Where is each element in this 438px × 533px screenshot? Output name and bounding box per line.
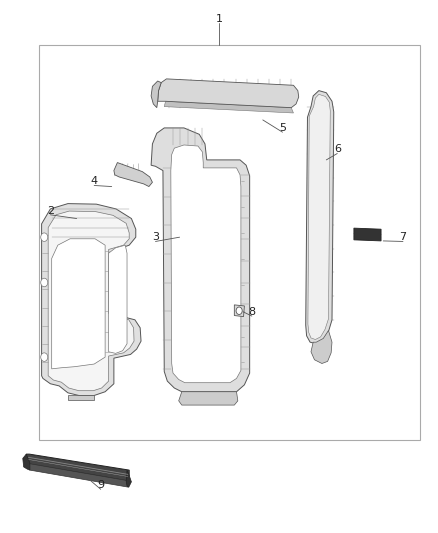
- Polygon shape: [179, 392, 238, 405]
- Polygon shape: [42, 204, 141, 395]
- Polygon shape: [306, 91, 334, 344]
- Polygon shape: [26, 454, 129, 481]
- Polygon shape: [114, 163, 152, 187]
- Polygon shape: [158, 79, 299, 108]
- Polygon shape: [48, 211, 134, 391]
- Circle shape: [41, 278, 48, 287]
- Polygon shape: [126, 470, 131, 487]
- Text: 8: 8: [248, 307, 255, 317]
- Text: 7: 7: [399, 232, 406, 242]
- Polygon shape: [68, 395, 94, 400]
- Text: 1: 1: [215, 14, 223, 23]
- Circle shape: [236, 307, 242, 314]
- Text: 2: 2: [47, 206, 54, 215]
- Polygon shape: [308, 94, 330, 340]
- Text: 3: 3: [152, 232, 159, 242]
- Text: 6: 6: [334, 144, 341, 154]
- Polygon shape: [151, 81, 161, 108]
- Polygon shape: [23, 454, 30, 470]
- Polygon shape: [164, 101, 293, 113]
- Polygon shape: [52, 239, 105, 369]
- Polygon shape: [171, 145, 241, 383]
- Polygon shape: [354, 228, 381, 241]
- Polygon shape: [151, 128, 250, 392]
- Text: 5: 5: [279, 123, 286, 133]
- Polygon shape: [109, 245, 127, 353]
- Polygon shape: [234, 305, 244, 317]
- Text: 9: 9: [97, 480, 104, 490]
- Text: 4: 4: [91, 176, 98, 186]
- Circle shape: [41, 233, 48, 241]
- Circle shape: [41, 353, 48, 361]
- Polygon shape: [30, 464, 128, 487]
- Bar: [39, 45, 420, 440]
- Polygon shape: [311, 330, 332, 364]
